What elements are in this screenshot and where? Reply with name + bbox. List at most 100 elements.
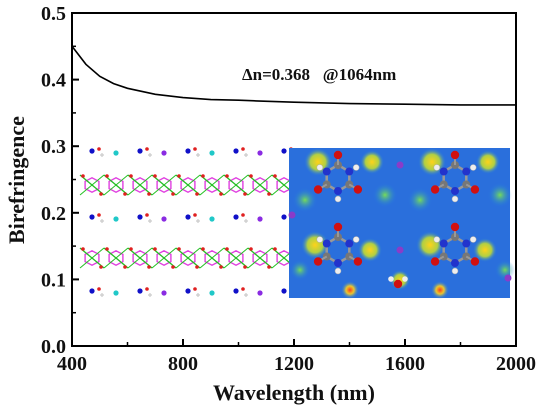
hydrogen-atom — [100, 153, 104, 157]
oxygen-atom — [153, 174, 157, 178]
oxygen-atom — [193, 287, 197, 291]
ring-bond — [84, 250, 100, 266]
hydrogen-atom — [148, 293, 152, 297]
oxygen-atom — [171, 192, 175, 196]
hydrogen-atom — [316, 164, 324, 171]
birefringence-curve — [71, 45, 516, 106]
oxygen-atom — [145, 213, 149, 217]
ion-atom — [209, 216, 215, 222]
ring-bond — [204, 177, 220, 193]
hydrogen-bond — [223, 247, 249, 269]
ion-atom — [137, 148, 143, 154]
oxygen-atom — [123, 192, 127, 196]
ion-atom — [89, 288, 95, 294]
ring-bond — [156, 250, 172, 266]
y-tick-label: 0.3 — [41, 136, 66, 158]
density-blob — [488, 183, 512, 207]
oxygen-atom — [201, 174, 205, 178]
ring-bond — [252, 250, 268, 266]
hydrogen-bond — [175, 174, 201, 196]
oxygen-atom — [99, 265, 103, 269]
oxygen-atom — [219, 192, 223, 196]
nitrogen-atom — [334, 187, 342, 195]
oxygen-atom — [147, 265, 151, 269]
hydrogen-atom — [196, 293, 200, 297]
y-tick-label: 0.0 — [41, 336, 66, 358]
ion-atom — [161, 150, 167, 156]
hydrogen-atom — [196, 153, 200, 157]
crystal-structure-inset — [79, 147, 297, 297]
hydrogen-bond — [103, 174, 129, 196]
ion-atom — [185, 214, 191, 220]
nitrogen-atom — [345, 239, 354, 248]
density-blob — [360, 150, 384, 174]
ion-atom — [257, 150, 263, 156]
hydrogen-atom — [334, 195, 342, 203]
ion-atom — [185, 148, 191, 154]
density-blob — [416, 231, 444, 259]
hydrogen-atom — [433, 164, 441, 171]
density-blob — [473, 238, 497, 262]
hydrogen-atom — [469, 236, 477, 243]
oxygen-atom — [201, 247, 205, 251]
oxygen-atom — [225, 247, 229, 251]
birefringence-annotation: Δn=0.368 @1064nm — [242, 65, 396, 84]
oxygen-atom — [430, 185, 440, 194]
ring-bond — [180, 177, 196, 193]
hydrogen-atom — [316, 236, 324, 243]
ion-atom — [209, 150, 215, 156]
potassium-ion — [396, 246, 404, 254]
oxygen-atom — [99, 192, 103, 196]
hydrogen-atom — [244, 219, 248, 223]
hydrogen-atom — [352, 164, 360, 171]
y-tick-label: 0.2 — [41, 203, 66, 225]
ion-atom — [185, 288, 191, 294]
oxygen-atom — [241, 287, 245, 291]
hydrogen-bond — [199, 174, 225, 196]
ion-atom — [233, 214, 239, 220]
hydrogen-bond — [79, 174, 105, 196]
ring-bond — [204, 250, 220, 266]
density-blob — [495, 260, 515, 280]
ring-bond — [84, 177, 100, 193]
ring-bond — [132, 177, 148, 193]
ring-bond — [252, 177, 268, 193]
oxygen-atom — [219, 265, 223, 269]
ring-bond — [180, 250, 196, 266]
oxygen-atom — [195, 265, 199, 269]
oxygen-atom — [249, 174, 253, 178]
water-hydrogen — [388, 276, 394, 282]
oxygen-atom — [177, 247, 181, 251]
hydrogen-atom — [352, 236, 360, 243]
oxygen-atom — [313, 257, 323, 266]
oxygen-atom — [241, 213, 245, 217]
oxygen-atom — [177, 174, 181, 178]
oxygen-atom — [129, 247, 133, 251]
ion-atom — [161, 290, 167, 296]
ion-atom — [113, 290, 119, 296]
oxygen-atom — [243, 192, 247, 196]
oxygen-atom — [123, 265, 127, 269]
oxygen-atom — [225, 174, 229, 178]
hydrogen-bond — [175, 247, 201, 269]
x-tick-label: 400 — [57, 353, 87, 375]
water-oxygen — [393, 279, 403, 289]
oxygen-atom — [129, 174, 133, 178]
density-blob — [293, 188, 317, 212]
hydrogen-bond — [151, 247, 177, 269]
water-hydrogen — [402, 276, 408, 282]
ion-atom — [113, 150, 119, 156]
y-tick-label: 0.1 — [41, 269, 66, 291]
oxygen-atom — [353, 185, 363, 194]
oxygen-atom — [450, 150, 460, 160]
hydrogen-atom — [334, 267, 342, 275]
density-blob — [476, 150, 500, 174]
density-blob — [408, 188, 432, 212]
hydrogen-atom — [469, 164, 477, 171]
oxygen-atom — [241, 147, 245, 151]
potassium-ion — [396, 161, 404, 169]
electron-density-inset — [288, 148, 515, 299]
ring-bond — [156, 177, 172, 193]
oxygen-atom — [267, 192, 271, 196]
x-axis-title: Wavelength (nm) — [213, 380, 375, 405]
